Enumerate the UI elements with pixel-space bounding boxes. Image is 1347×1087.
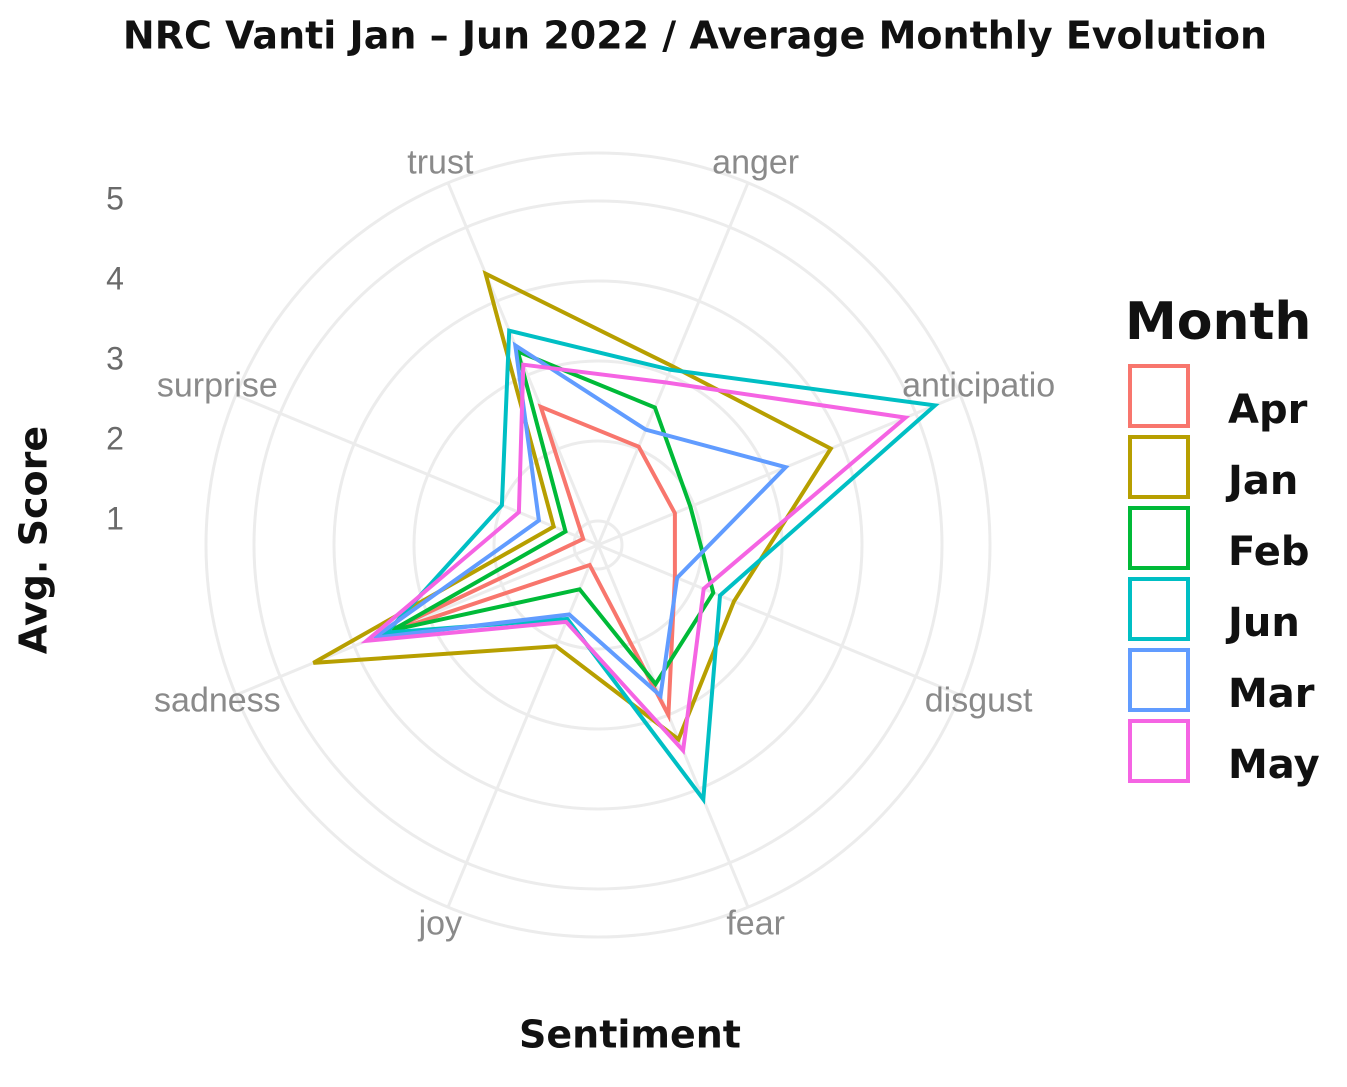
series-line (312, 269, 834, 743)
series-line (372, 341, 790, 700)
spoke (446, 544, 600, 908)
category-label: sadness (154, 682, 281, 720)
x-axis-label: Sentiment (519, 1013, 741, 1057)
legend-title: Month (1125, 292, 1311, 352)
spoke (597, 543, 961, 697)
y-tick-label: 1 (106, 500, 124, 536)
y-tick-label: 2 (106, 420, 124, 456)
legend-key (1128, 719, 1190, 783)
series-line (391, 348, 716, 688)
grid-circle (412, 359, 784, 731)
legend-key (1128, 506, 1190, 570)
spoke (596, 182, 750, 546)
category-label: trust (407, 143, 474, 181)
legend-key (1128, 435, 1190, 499)
category-label: surprise (157, 366, 278, 404)
legend-label: Mar (1228, 671, 1315, 717)
legend-key (1128, 648, 1190, 712)
legend-label: Jun (1225, 600, 1300, 646)
y-tick-label: 4 (106, 260, 124, 296)
grid-outer (204, 151, 992, 939)
category-label: anticipatio (902, 366, 1055, 404)
legend-label: Feb (1228, 529, 1309, 575)
grid-circle (252, 199, 944, 891)
legend-label: Apr (1228, 387, 1308, 433)
y-axis-label: Avg. Score (12, 426, 56, 654)
legend-key (1128, 364, 1190, 428)
category-label: anger (712, 143, 799, 181)
series-line (379, 403, 677, 723)
category-label: joy (418, 905, 462, 943)
grid-circle (332, 279, 864, 811)
legend-label: Jan (1225, 458, 1298, 504)
legend-label: May (1228, 742, 1320, 788)
category-label: fear (726, 905, 785, 943)
spoke (596, 544, 750, 908)
series-line (381, 328, 940, 805)
legend-key (1128, 577, 1190, 641)
y-tick-label: 5 (106, 180, 124, 216)
category-label: disgust (925, 682, 1033, 720)
series-line (360, 362, 911, 756)
y-tick-label: 3 (106, 340, 124, 376)
chart-title: NRC Vanti Jan – Jun 2022 / Average Month… (123, 14, 1267, 58)
